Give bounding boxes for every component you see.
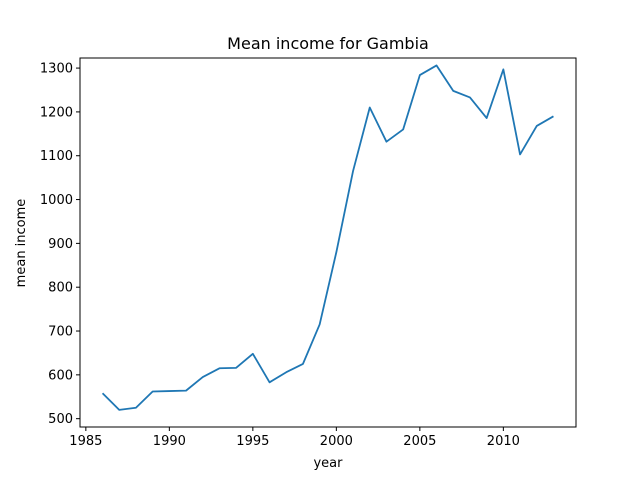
plot-area: 1985 1990 1995 2000 2005 2010 500 600 700 800 900 1… (40, 57, 577, 449)
x-axis-label: year (313, 456, 343, 471)
y-tick-label-4: 900 (48, 237, 73, 252)
y-axis-label: mean income (14, 199, 29, 288)
plot-frame (79, 57, 577, 428)
y-tick-label-2: 700 (48, 325, 73, 340)
y-tick-label-5: 1000 (40, 193, 73, 208)
x-tick-label-1: 1990 (153, 434, 186, 449)
y-tick-label-3: 800 (48, 281, 73, 296)
y-tick-label-6: 1100 (40, 149, 73, 164)
chart-title: Mean income for Gambia (227, 34, 429, 53)
x-tick-label-5: 2010 (487, 434, 520, 449)
y-tick-label-1: 600 (48, 368, 73, 383)
y-tick-label-8: 1300 (40, 62, 73, 77)
x-tick-label-0: 1985 (69, 434, 102, 449)
series-line-0 (101, 64, 554, 411)
y-tick-label-7: 1200 (40, 105, 73, 120)
y-tick-label-0: 500 (48, 412, 73, 427)
x-tick-label-4: 2005 (403, 434, 436, 449)
x-tick-label-2: 1995 (236, 434, 269, 449)
x-tick-label-3: 2000 (320, 434, 353, 449)
